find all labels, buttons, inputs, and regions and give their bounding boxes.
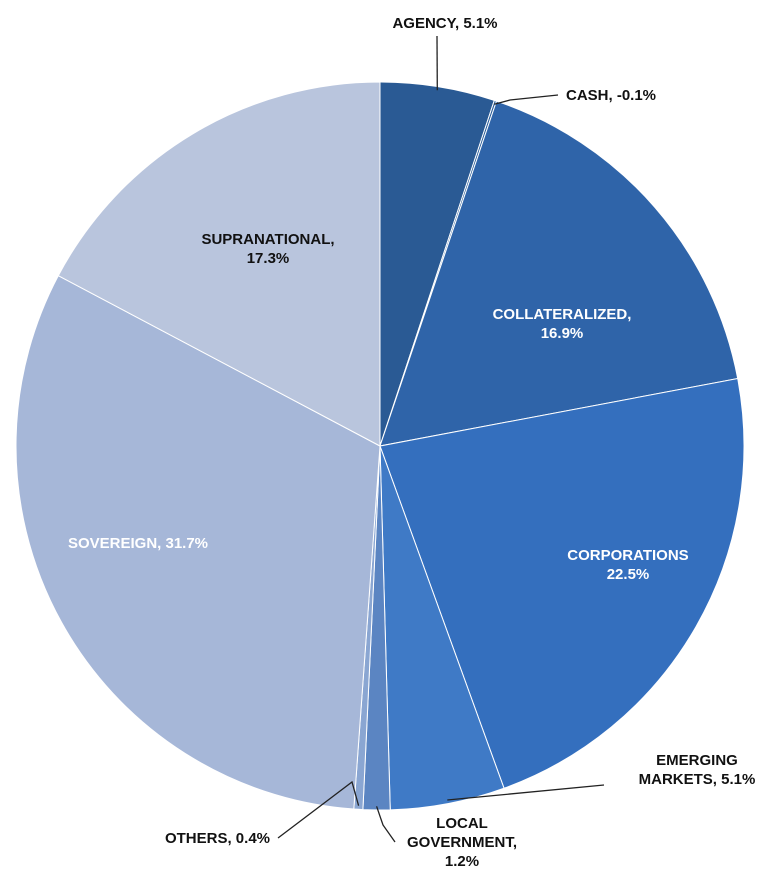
label-sovereign: SOVEREIGN, 31.7% <box>68 535 208 552</box>
slice-corporations <box>379 377 745 789</box>
slice-collateralized <box>379 100 739 447</box>
pie-slices <box>15 81 745 811</box>
slice-sovereign <box>15 274 381 810</box>
leader-line-others <box>277 780 360 839</box>
label-local-government: LOCAL GOVERNMENT, 1.2% <box>407 815 517 870</box>
leader-line-local-government <box>375 806 396 843</box>
slice-labels: AGENCY, 5.1% CASH, -0.1% COLLATERALIZED, 16… <box>68 15 755 870</box>
label-agency: AGENCY, 5.1% <box>392 15 497 32</box>
label-collateralized: COLLATERALIZED, 16.9% <box>493 306 632 342</box>
leader-line-emerging-markets <box>447 784 605 801</box>
label-supranational: SUPRANATIONAL, 17.3% <box>201 231 334 267</box>
label-emerging-markets: EMERGING MARKETS, 5.1% <box>639 752 756 788</box>
leader-line-cash <box>494 94 559 105</box>
label-others: OTHERS, 0.4% <box>165 830 270 847</box>
label-cash: CASH, -0.1% <box>566 87 656 104</box>
slice-supranational <box>57 81 381 447</box>
leader-lines <box>277 35 605 843</box>
label-corporations: CORPORATIONS 22.5% <box>567 547 688 583</box>
